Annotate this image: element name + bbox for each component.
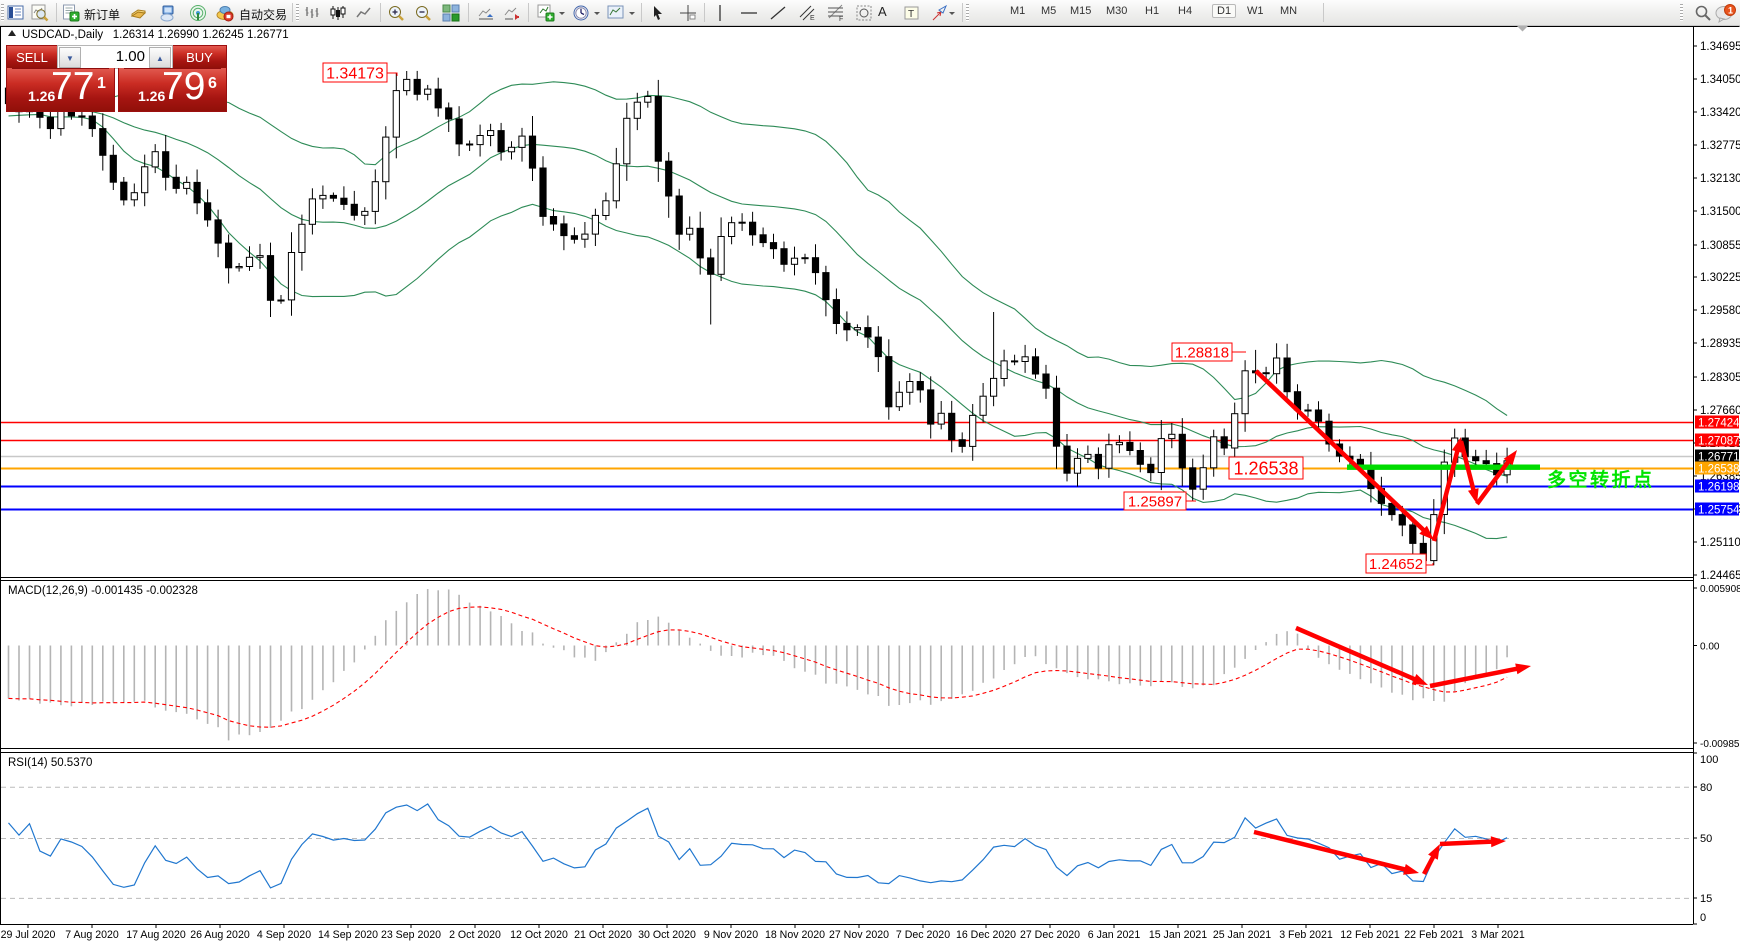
- svg-text:3 Feb 2021: 3 Feb 2021: [1279, 929, 1333, 941]
- svg-text:1.33420: 1.33420: [1700, 107, 1740, 119]
- svg-text:17 Aug 2020: 17 Aug 2020: [126, 929, 186, 941]
- svg-text:6 Jan 2021: 6 Jan 2021: [1088, 929, 1141, 941]
- svg-text:25 Jan 2021: 25 Jan 2021: [1213, 929, 1271, 941]
- svg-text:80: 80: [1700, 782, 1712, 794]
- svg-text:1.25110: 1.25110: [1700, 537, 1740, 549]
- svg-text:0.00: 0.00: [1700, 642, 1720, 653]
- svg-text:1.32130: 1.32130: [1700, 173, 1740, 185]
- svg-text:12 Oct 2020: 12 Oct 2020: [510, 929, 568, 941]
- svg-text:15: 15: [1700, 893, 1712, 905]
- svg-text:1.30855: 1.30855: [1700, 240, 1740, 252]
- svg-text:1.27660: 1.27660: [1700, 405, 1740, 417]
- svg-text:1.29580: 1.29580: [1700, 305, 1740, 317]
- svg-text:14 Sep 2020: 14 Sep 2020: [318, 929, 378, 941]
- svg-text:23 Sep 2020: 23 Sep 2020: [381, 929, 441, 941]
- svg-text:MACD(12,26,9) -0.001435 -0.002: MACD(12,26,9) -0.001435 -0.002328: [8, 585, 198, 597]
- svg-text:1.24465: 1.24465: [1700, 570, 1740, 582]
- svg-text:1.31500: 1.31500: [1700, 206, 1740, 218]
- svg-text:1.27424: 1.27424: [1698, 418, 1740, 430]
- svg-text:3 Mar 2021: 3 Mar 2021: [1471, 929, 1525, 941]
- svg-text:1.32775: 1.32775: [1700, 140, 1740, 152]
- svg-text:1.28818: 1.28818: [1175, 344, 1229, 361]
- svg-text:1.27087: 1.27087: [1698, 436, 1740, 448]
- svg-text:1.34695: 1.34695: [1700, 41, 1740, 53]
- svg-text:1: 1: [1728, 6, 1733, 16]
- svg-text:16 Dec 2020: 16 Dec 2020: [956, 929, 1016, 941]
- svg-text:9 Nov 2020: 9 Nov 2020: [704, 929, 758, 941]
- svg-text:27 Dec 2020: 27 Dec 2020: [1020, 929, 1080, 941]
- svg-text:4 Sep 2020: 4 Sep 2020: [257, 929, 311, 941]
- svg-text:F: F: [839, 16, 843, 22]
- svg-text:1.25754: 1.25754: [1698, 505, 1740, 517]
- svg-text:22 Feb 2021: 22 Feb 2021: [1404, 929, 1464, 941]
- svg-text:T: T: [908, 9, 914, 20]
- svg-text:2 Oct 2020: 2 Oct 2020: [449, 929, 501, 941]
- svg-text:1.28935: 1.28935: [1700, 338, 1740, 350]
- svg-text:1.25897: 1.25897: [1128, 493, 1182, 510]
- svg-text:100: 100: [1700, 754, 1718, 766]
- svg-text:0.005908: 0.005908: [1700, 584, 1740, 595]
- svg-text:1.30225: 1.30225: [1700, 272, 1740, 284]
- svg-text:1.34173: 1.34173: [326, 65, 384, 82]
- svg-text:1.28305: 1.28305: [1700, 372, 1740, 384]
- svg-text:1.26538: 1.26538: [1233, 458, 1298, 478]
- svg-text:1.24652: 1.24652: [1369, 556, 1423, 573]
- svg-text:RSI(14) 50.5370: RSI(14) 50.5370: [8, 757, 92, 769]
- svg-text:30 Oct 2020: 30 Oct 2020: [638, 929, 696, 941]
- svg-text:50: 50: [1700, 833, 1712, 845]
- svg-text:1.26198: 1.26198: [1698, 482, 1740, 494]
- svg-text:15 Jan 2021: 15 Jan 2021: [1149, 929, 1207, 941]
- svg-text:多空转折点: 多空转折点: [1547, 468, 1655, 491]
- svg-text:0: 0: [1700, 912, 1706, 924]
- svg-text:7 Dec 2020: 7 Dec 2020: [896, 929, 950, 941]
- svg-text:1.26771: 1.26771: [1698, 452, 1740, 464]
- svg-text:1.26538: 1.26538: [1698, 464, 1740, 476]
- svg-text:26 Aug 2020: 26 Aug 2020: [190, 929, 250, 941]
- svg-text:7 Aug 2020: 7 Aug 2020: [65, 929, 119, 941]
- svg-text:21 Oct 2020: 21 Oct 2020: [574, 929, 632, 941]
- svg-text:USDCAD-,Daily 1.26314 1.2699: USDCAD-,Daily 1.26314 1.26990 1.26245 1.…: [22, 29, 289, 41]
- svg-text:E: E: [810, 15, 815, 22]
- svg-text:27 Nov 2020: 27 Nov 2020: [829, 929, 889, 941]
- svg-text:12 Feb 2021: 12 Feb 2021: [1340, 929, 1400, 941]
- svg-text:18 Nov 2020: 18 Nov 2020: [765, 929, 825, 941]
- svg-text:29 Jul 2020: 29 Jul 2020: [1, 929, 56, 941]
- svg-text:1.34050: 1.34050: [1700, 74, 1740, 86]
